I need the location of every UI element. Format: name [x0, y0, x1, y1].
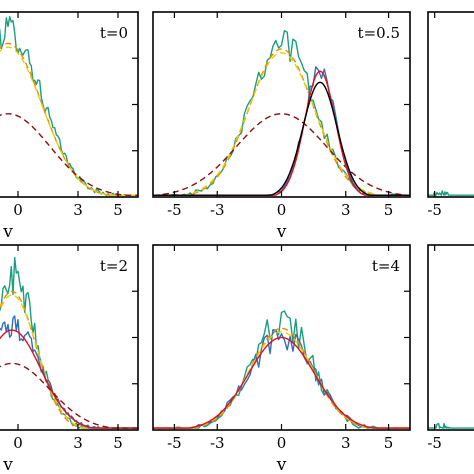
- series-teal-line: [153, 310, 410, 429]
- panel-3-frame: [427, 11, 474, 198]
- series-darkred-line: [153, 113, 410, 196]
- x-axis-label: v: [2, 455, 13, 474]
- series-teal-line: [0, 16, 138, 196]
- panel-3-series: [428, 190, 474, 196]
- series-darkred-line: [0, 362, 138, 429]
- x-tick-label: 3: [73, 434, 83, 452]
- series-yellow-line: [153, 331, 410, 429]
- series-teal-line: [0, 256, 138, 429]
- x-tick-label: 0: [13, 201, 23, 219]
- time-annotation: t=0.5: [358, 24, 400, 42]
- series-orange-line: [0, 42, 138, 196]
- panel-2-series: [153, 30, 410, 196]
- x-tick-label: 0: [277, 201, 287, 219]
- series-blue-line: [0, 315, 138, 429]
- panel-6-frame: [427, 244, 474, 431]
- series-red-line: [153, 70, 410, 196]
- time-annotation: t=0: [100, 24, 128, 42]
- x-tick-label: 3: [341, 434, 351, 452]
- x-tick-label: -5: [427, 201, 442, 219]
- x-tick-label: -3: [210, 201, 225, 219]
- series-teal-line: [153, 30, 410, 196]
- series-blue-line: [153, 329, 410, 429]
- series-yellow-line: [0, 46, 138, 196]
- panel-4: 0 3 5 v t=2: [0, 244, 139, 474]
- series-orange-line: [153, 48, 410, 196]
- series-teal-line: [428, 190, 474, 196]
- x-tick-label: 5: [113, 201, 123, 219]
- panel-5-series: [153, 310, 410, 429]
- series-yellow-line: [153, 52, 410, 196]
- series-blue-line: [153, 66, 410, 196]
- x-tick-label: 5: [113, 434, 123, 452]
- x-tick-label: 3: [341, 201, 351, 219]
- x-tick-label: 0: [277, 434, 287, 452]
- panel-3: -5: [427, 11, 474, 219]
- panel-6-series: [428, 422, 474, 429]
- panel-1: 0 3 5 v t=0: [0, 11, 139, 242]
- x-tick-label: -5: [167, 434, 182, 452]
- series-orange-line: [153, 327, 410, 429]
- series-red-line: [153, 336, 410, 429]
- panel-5: -5 -3 0 3 5 v t=4: [152, 244, 411, 474]
- x-axis-label: v: [276, 455, 287, 474]
- x-tick-label: -5: [167, 201, 182, 219]
- x-tick-label: 0: [13, 434, 23, 452]
- panel-1-series: [0, 16, 138, 196]
- time-annotation: t=2: [100, 257, 128, 275]
- panel-2: -5 -3 0 3 5 v t=0.5: [152, 11, 411, 242]
- x-axis-label: v: [2, 222, 13, 242]
- time-annotation: t=4: [372, 257, 400, 275]
- x-tick-label: 3: [73, 201, 83, 219]
- series-darkred-line: [0, 113, 138, 196]
- series-teal-line: [428, 422, 474, 429]
- x-tick-label: 5: [384, 434, 394, 452]
- x-tick-label: 5: [384, 201, 394, 219]
- x-tick-label: -5: [427, 434, 442, 452]
- x-axis-label: v: [276, 222, 287, 242]
- x-tick-label: -3: [210, 434, 225, 452]
- panel-6: -5: [427, 244, 474, 452]
- panel-4-series: [0, 256, 138, 429]
- series-black-line: [153, 81, 410, 196]
